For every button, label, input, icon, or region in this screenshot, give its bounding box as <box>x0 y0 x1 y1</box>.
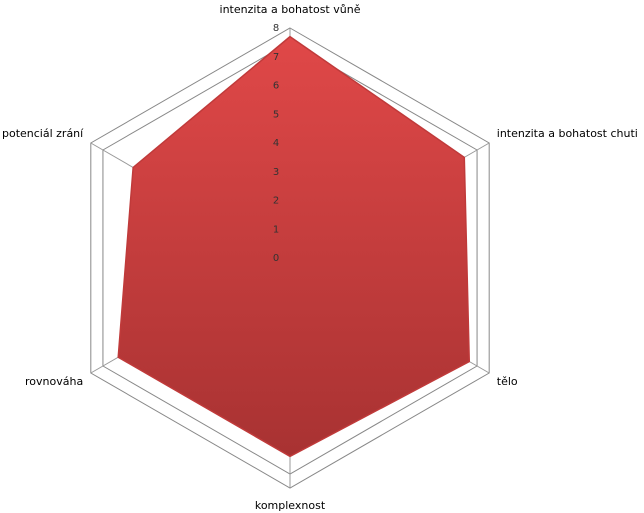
category-label: intenzita a bohatost vůně <box>220 3 361 16</box>
category-label: rovnováha <box>25 375 83 388</box>
tick-label: 4 <box>273 138 279 149</box>
data-area <box>117 35 471 458</box>
category-label: intenzita a bohatost chuti <box>497 127 638 140</box>
tick-label: 8 <box>273 23 279 34</box>
tick-label: 6 <box>273 81 279 92</box>
tick-label: 1 <box>273 224 279 235</box>
tick-label: 0 <box>273 253 279 264</box>
category-label: tělo <box>497 375 518 388</box>
tick-label: 7 <box>273 52 279 63</box>
tick-label: 2 <box>273 196 279 207</box>
category-label: potenciál zrání <box>2 127 84 140</box>
tick-label: 5 <box>273 109 279 120</box>
category-label: komplexnost <box>255 499 326 512</box>
tick-label: 3 <box>273 167 279 178</box>
